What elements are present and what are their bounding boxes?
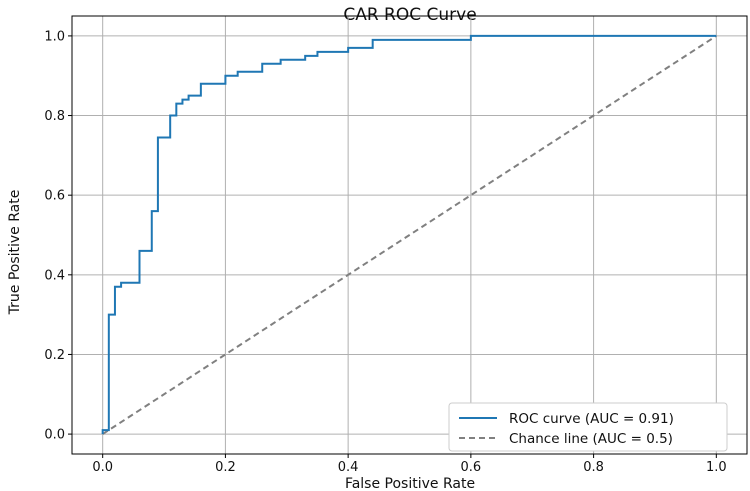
y-tick-label: 0.4 <box>44 268 65 283</box>
x-tick-label: 0.4 <box>338 460 359 475</box>
y-tick-label: 0.6 <box>44 189 65 204</box>
legend: ROC curve (AUC = 0.91) Chance line (AUC … <box>448 402 728 452</box>
y-tick-label: 1.0 <box>44 29 65 44</box>
y-axis-label: True Positive Rate <box>7 190 23 316</box>
x-tick-label: 1.0 <box>706 460 727 475</box>
y-tick-label: 0.8 <box>44 109 65 124</box>
chance-line <box>102 35 717 435</box>
x-axis-label: False Positive Rate <box>345 476 475 491</box>
x-tick-label: 0.6 <box>461 460 482 475</box>
chart-title: CAR ROC Curve <box>343 5 476 25</box>
plot-frame <box>71 15 748 455</box>
x-tick-label: 0.2 <box>215 460 236 475</box>
x-tick-label: 0.0 <box>92 460 113 475</box>
grid-layer <box>72 16 747 454</box>
series-layer <box>101 34 717 435</box>
roc-curve-line <box>101 34 717 435</box>
y-tick-label: 0.0 <box>44 428 65 443</box>
legend-box <box>448 402 728 452</box>
tick-layer: 0.0 0.2 0.4 0.6 0.8 1.0 0.0 0.2 0.4 0.6 0.8 1.0 <box>44 29 726 475</box>
y-tick-label: 0.2 <box>44 348 65 363</box>
legend-label-chance: Chance line (AUC = 0.5) <box>509 431 673 447</box>
legend-label-roc: ROC curve (AUC = 0.91) <box>509 411 674 427</box>
x-tick-label: 0.8 <box>583 460 604 475</box>
